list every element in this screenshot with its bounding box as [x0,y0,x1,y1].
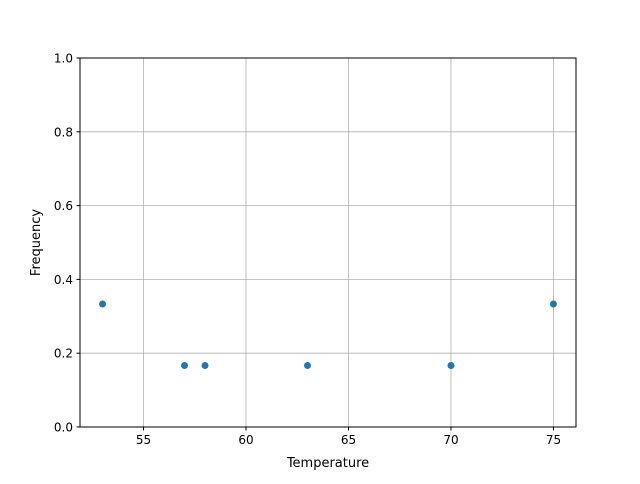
y-tick-label: 0.0 [54,421,73,435]
y-tick-label: 1.0 [54,52,73,66]
y-tick-label: 0.4 [54,273,73,287]
scatter-point [99,300,107,308]
x-tick-label: 60 [238,433,253,447]
axes-frame [79,57,577,428]
scatter-point [181,361,189,369]
ticks: 55 60 65 70 75 0.0 0.2 0.4 0.6 0.8 1.0 [54,52,561,448]
scatter-point [304,361,312,369]
x-axis-label: Temperature [286,456,369,471]
y-tick-label: 0.6 [54,199,73,213]
y-axis-label: Frequency [29,209,44,276]
y-tick-label: 0.8 [54,125,73,139]
x-tick-label: 55 [136,433,151,447]
scatter-point [201,361,209,369]
x-tick-label: 75 [546,433,561,447]
data-points [99,300,557,369]
x-tick-label: 65 [341,433,356,447]
grid-lines [80,57,576,428]
scatter-point [549,300,557,308]
x-tick-label: 70 [443,433,458,447]
scatter-point [447,361,455,369]
y-tick-label: 0.2 [54,347,73,361]
